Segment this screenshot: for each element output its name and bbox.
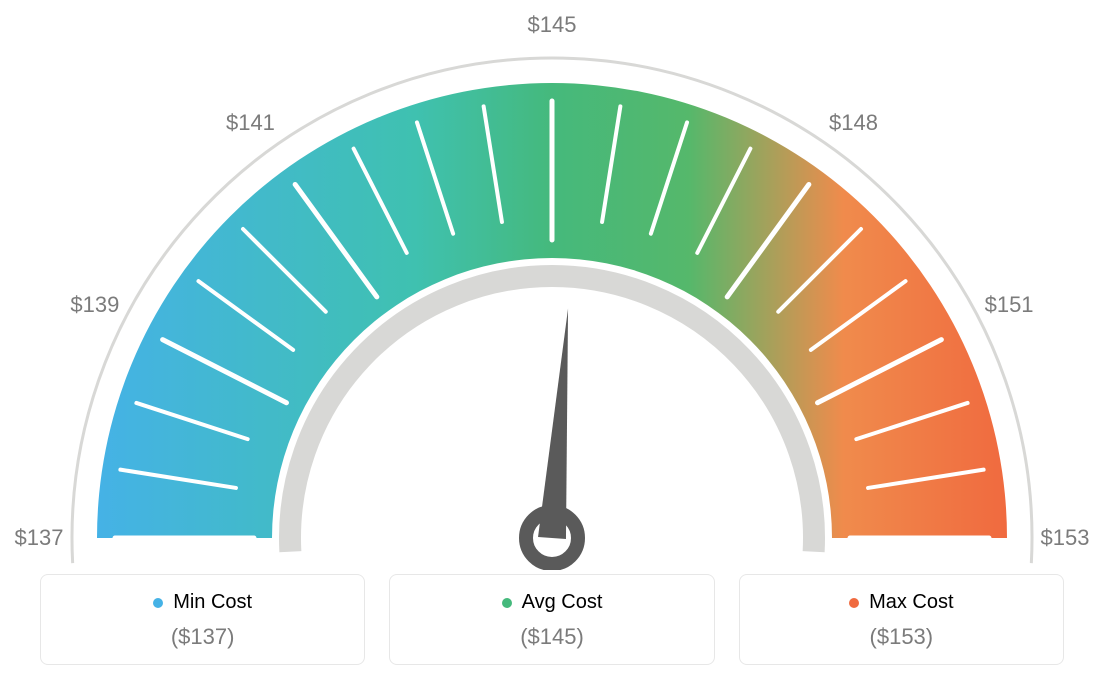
legend-card-min: Min Cost ($137): [40, 574, 365, 665]
legend-label-min-text: Min Cost: [173, 591, 252, 614]
legend-value-avg: ($145): [400, 624, 703, 650]
legend-card-max: Max Cost ($153): [739, 574, 1064, 665]
legend-dot-max: [849, 598, 859, 608]
legend-dot-min: [153, 598, 163, 608]
legend-dot-avg: [502, 598, 512, 608]
tick-label: $151: [985, 292, 1034, 318]
tick-label: $141: [226, 110, 275, 136]
legend-value-min: ($137): [51, 624, 354, 650]
legend-label-avg: Avg Cost: [502, 591, 603, 614]
tick-label: $148: [829, 110, 878, 136]
gauge-area: $137 $139 $141 $145 $148 $151 $153: [0, 0, 1104, 570]
gauge-chart-container: $137 $139 $141 $145 $148 $151 $153 Min Cost ($…: [0, 0, 1104, 690]
legend-label-max-text: Max Cost: [869, 591, 953, 614]
gauge-needle: [538, 309, 568, 539]
legend-value-max: ($153): [750, 624, 1053, 650]
tick-label: $145: [528, 12, 577, 38]
tick-label: $137: [15, 525, 64, 551]
legend-label-max: Max Cost: [849, 591, 953, 614]
tick-label: $153: [1041, 525, 1090, 551]
legend-label-avg-text: Avg Cost: [522, 591, 603, 614]
gauge-svg: [0, 0, 1104, 570]
legend-label-min: Min Cost: [153, 591, 252, 614]
legend-row: Min Cost ($137) Avg Cost ($145) Max Cost…: [40, 574, 1064, 665]
tick-label: $139: [70, 292, 119, 318]
legend-card-avg: Avg Cost ($145): [389, 574, 714, 665]
